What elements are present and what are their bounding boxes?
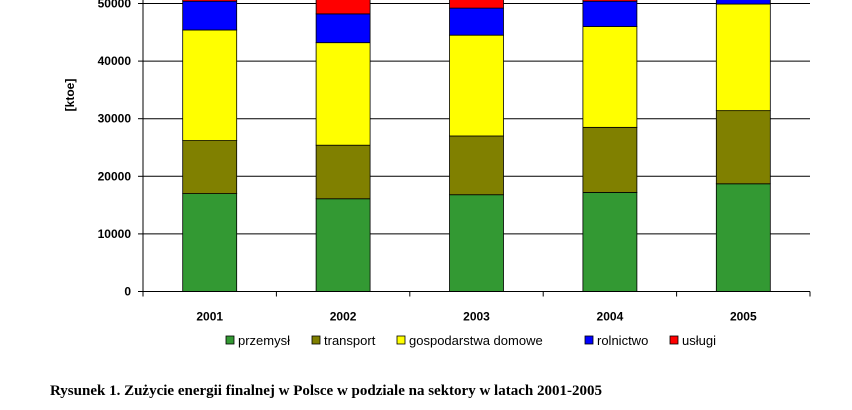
- bar-segment-2003-3: [449, 7, 504, 36]
- bar-segment-2002-0: [315, 198, 371, 292]
- bar-segment-2005-1: [715, 110, 771, 185]
- bar-segment-2005-3: [715, 0, 771, 5]
- y-tick-label: 10000: [98, 227, 132, 241]
- legend-label: gospodarstwa domowe: [409, 333, 543, 348]
- legend-swatch: [584, 335, 594, 345]
- legend-swatch: [669, 335, 679, 345]
- bar-segment-2004-3: [582, 0, 638, 27]
- bar-segment-2001-0: [182, 193, 238, 292]
- bar-segment-2004-0: [582, 192, 638, 292]
- y-tick-label: 20000: [98, 169, 132, 183]
- bar-segment-2005-0: [715, 183, 771, 292]
- y-tick-labels: 0 10000 20000 30000 40000 50000: [98, 0, 132, 299]
- legend-label: przemysł: [238, 333, 290, 348]
- y-tick-label: 30000: [98, 112, 132, 126]
- legend: przemysł transport gospodarstwa domowe roln…: [225, 333, 716, 348]
- figure-caption: Rysunek 1. Zużycie energii finalnej w Po…: [50, 383, 602, 399]
- bar-segment-2002-3: [315, 13, 371, 44]
- bar-segment-2003-1: [449, 135, 504, 196]
- bars-group: [182, 0, 771, 292]
- bar-segment-2002-4: [315, 0, 371, 15]
- y-axis-label: [ktoe]: [63, 79, 77, 112]
- bar-segment-2003-4: [449, 0, 504, 9]
- bar-segment-2005-2: [715, 3, 771, 112]
- legend-swatch: [311, 335, 321, 345]
- bar-segment-2004-4: [582, 0, 638, 2]
- bar-segment-2002-2: [315, 42, 371, 146]
- x-tick-label: 2003: [463, 310, 490, 324]
- bar-segment-2003-0: [449, 194, 504, 292]
- x-tick-label: 2005: [730, 310, 757, 324]
- y-tick-label: 0: [124, 285, 131, 299]
- y-tick-label: 40000: [98, 54, 132, 68]
- bar-segment-2001-1: [182, 140, 238, 194]
- axes: [138, 0, 811, 297]
- bar-segment-2001-4: [182, 0, 238, 2]
- bar-segment-2004-2: [582, 26, 638, 128]
- x-tick-label: 2004: [597, 310, 624, 324]
- bar-segment-2001-3: [182, 0, 238, 31]
- y-tick-label: 50000: [98, 0, 132, 11]
- bar-segment-2003-2: [449, 34, 504, 137]
- x-tick-labels: 2001 2002 2003 2004 2005: [196, 310, 757, 324]
- legend-label: rolnictwo: [597, 333, 648, 348]
- x-tick-label: 2001: [196, 310, 223, 324]
- bar-segment-2001-2: [182, 29, 238, 141]
- legend-swatch: [396, 335, 406, 345]
- legend-label: transport: [324, 333, 376, 348]
- legend-swatch: [225, 335, 235, 345]
- x-tick-label: 2002: [330, 310, 357, 324]
- bar-segment-2002-1: [315, 144, 371, 200]
- bar-segment-2004-1: [582, 126, 638, 193]
- legend-label: usługi: [682, 333, 716, 348]
